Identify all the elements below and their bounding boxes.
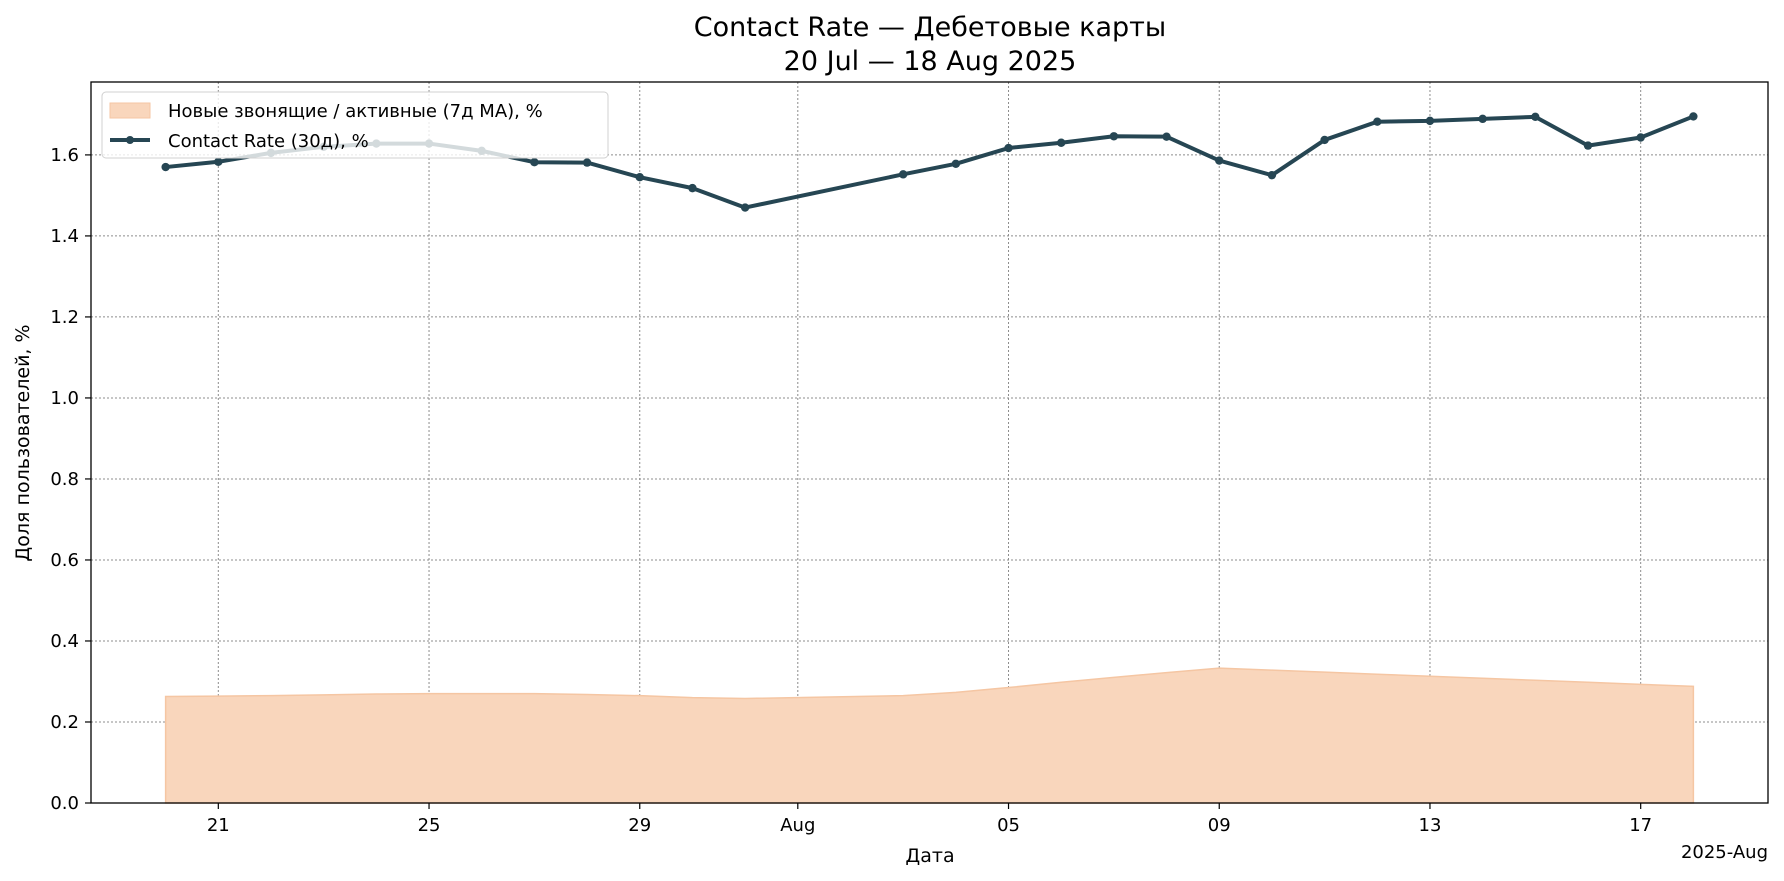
x-tick-label: 13: [1419, 815, 1442, 836]
contact-rate-point: [1004, 143, 1013, 153]
x-tick-label: 09: [1208, 815, 1231, 836]
chart-subtitle: 20 Jul — 18 Aug 2025: [784, 46, 1077, 77]
contact-rate-point: [1109, 132, 1119, 141]
y-tick-label: 0.8: [50, 469, 79, 490]
contact-rate-point: [530, 158, 539, 167]
contact-rate-point: [1267, 170, 1277, 180]
legend: Новые звонящие / активные (7д MA), % Con…: [101, 91, 609, 159]
x-tick-label: Aug: [780, 815, 815, 836]
y-tick-label: 1.4: [50, 226, 79, 247]
contact-rate-point: [161, 162, 170, 172]
contact-rate-point: [1425, 116, 1435, 126]
area-series: [164, 667, 1695, 804]
legend-box: [101, 91, 609, 159]
contact-rate-point: [635, 172, 644, 182]
x-axis-label: Дата: [905, 845, 954, 867]
legend-label-line: Contact Rate (30д), %: [168, 131, 369, 152]
contact-rate-point: [740, 203, 750, 212]
contact-rate-point: [1057, 138, 1066, 147]
y-tick-label: 0.4: [50, 631, 79, 652]
contact-rate-point: [1162, 132, 1171, 141]
legend-swatch-marker: [126, 136, 134, 144]
legend-swatch-area: [109, 102, 151, 119]
y-tick-label: 0.0: [50, 793, 79, 814]
x-tick-label: 25: [418, 815, 441, 836]
contact-rate-point: [1531, 112, 1540, 122]
contact-rate-point: [1478, 114, 1487, 124]
x-tick-label: 29: [628, 815, 651, 836]
y-tick-label: 0.6: [50, 550, 79, 571]
x-axis-offset-label: 2025-Aug: [1681, 842, 1768, 863]
y-tick-label: 1.2: [50, 307, 79, 328]
contact-rate-point: [898, 170, 908, 179]
y-tick-label: 1.0: [50, 388, 79, 409]
contact-rate-point: [1373, 117, 1382, 126]
y-axis-label: Доля пользователей, %: [12, 324, 34, 561]
plot-frame: [90, 81, 1769, 804]
chart-title: Contact Rate — Дебетовые карты: [694, 12, 1166, 43]
contact-rate-point: [214, 157, 223, 166]
x-tick-label: 21: [207, 815, 230, 836]
legend-label-area: Новые звонящие / активные (7д MA), %: [168, 101, 543, 122]
contact-rate-point: [1636, 133, 1645, 142]
x-tick-label: 05: [997, 815, 1020, 836]
area-series-fill: [164, 667, 1695, 804]
contact-rate-point: [688, 183, 697, 193]
contact-rate-point: [1215, 156, 1224, 165]
x-tick-label: 17: [1629, 815, 1652, 836]
contact-rate-point: [951, 159, 961, 169]
contact-rate-point: [1689, 112, 1698, 121]
x-axis-ticks: 21 25 29 Aug 05 09 13 17: [207, 803, 1652, 836]
y-axis-ticks: 0.0 0.2 0.4 0.6 0.8 1.0 1.2 1.4 1.6: [50, 145, 91, 814]
y-tick-label: 1.6: [50, 145, 79, 166]
contact-rate-point: [1320, 135, 1329, 145]
contact-rate-point: [1583, 141, 1593, 150]
contact-rate-point: [582, 158, 592, 167]
y-tick-label: 0.2: [50, 712, 79, 733]
